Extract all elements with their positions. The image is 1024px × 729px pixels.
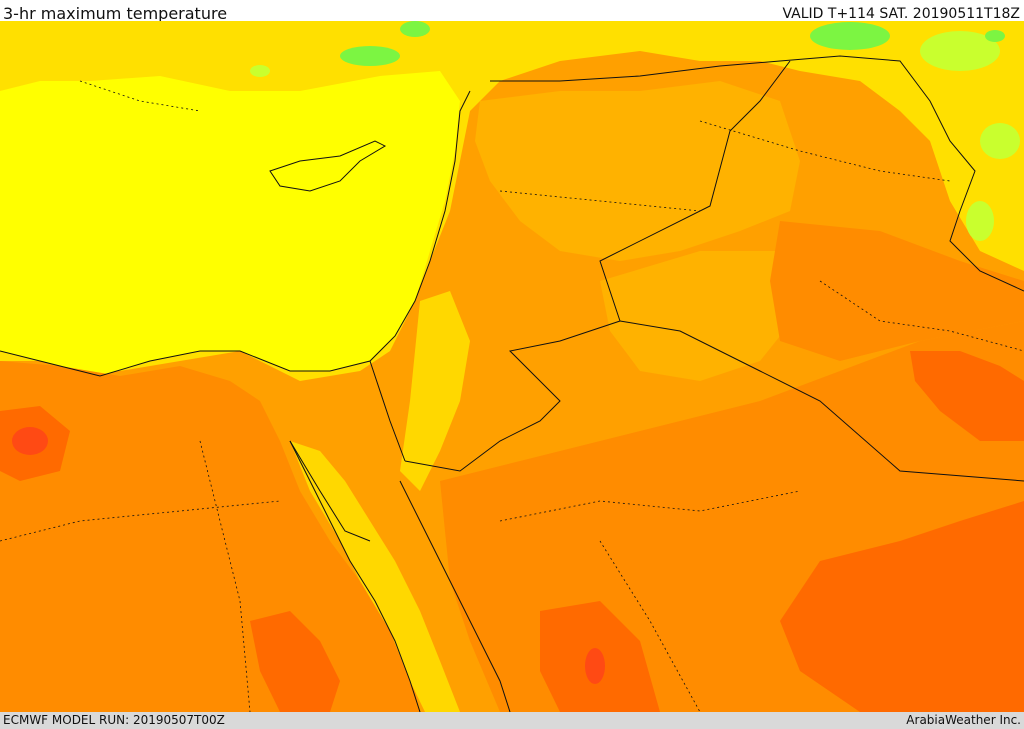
green-patch (985, 30, 1005, 42)
credit-label: ArabiaWeather Inc. (906, 713, 1021, 727)
turkey-border (490, 55, 1024, 292)
green-patch (340, 46, 400, 66)
gulf-of-suez (289, 440, 371, 542)
header-bar: 3-hr maximum temperature VALID T+114 SAT… (0, 0, 1024, 23)
footer-bar: ECMWF MODEL RUN: 20190507T00Z ArabiaWeat… (0, 712, 1024, 729)
mediterranean-coast (0, 90, 471, 377)
light-orange-zone (600, 251, 800, 381)
dark-orange-zone (250, 611, 340, 712)
mediterranean-sea (0, 71, 460, 376)
dark-orange-zone (780, 501, 1024, 712)
red-sea-coast-west (289, 440, 421, 712)
sinai-border (369, 360, 406, 462)
light-yellow-strip (290, 441, 460, 712)
green-patch (250, 65, 270, 77)
light-yellow-strip (400, 291, 470, 491)
orange-zone (770, 221, 1024, 361)
green-patch (966, 201, 994, 241)
red-hotspot (12, 427, 48, 455)
model-run-label: ECMWF MODEL RUN: 20190507T00Z (3, 713, 225, 727)
jordan-border (404, 60, 791, 472)
temperature-map (0, 21, 1024, 712)
boundaries (0, 55, 1024, 712)
valid-time: VALID T+114 SAT. 20190511T18Z (782, 6, 1020, 22)
green-patch (980, 123, 1020, 159)
orange-zone (0, 361, 420, 712)
temperature-map-svg (0, 21, 1024, 712)
internal-boundaries (0, 80, 1024, 712)
red-hotspot (585, 648, 605, 684)
green-patch (920, 31, 1000, 71)
cyprus-outline (269, 140, 387, 192)
green-patch (400, 21, 430, 37)
map-title: 3-hr maximum temperature (3, 4, 228, 23)
dark-orange-zone (910, 351, 1024, 441)
red-sea-coast-east (399, 480, 511, 712)
green-patch (810, 22, 890, 50)
light-orange-zone (475, 81, 800, 261)
iraq-border (619, 320, 1024, 482)
